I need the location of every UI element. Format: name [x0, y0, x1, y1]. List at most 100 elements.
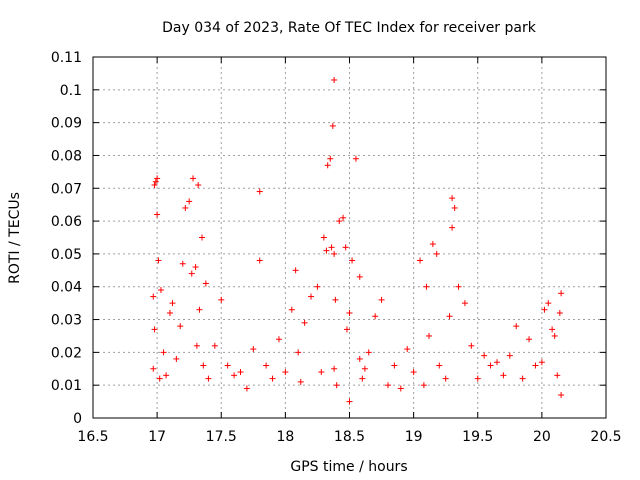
x-axis-title: GPS time / hours	[290, 459, 407, 475]
data-point	[231, 372, 238, 379]
data-point	[346, 398, 353, 405]
data-point	[532, 362, 539, 369]
data-point	[436, 362, 443, 369]
data-point	[318, 369, 325, 376]
data-point	[256, 257, 263, 264]
x-tick-label: 19	[405, 429, 423, 445]
data-point	[324, 162, 331, 169]
data-point	[151, 181, 158, 188]
data-point	[177, 323, 184, 330]
data-point	[282, 369, 289, 376]
data-point	[195, 181, 202, 188]
data-point	[331, 76, 338, 83]
data-point	[275, 336, 282, 343]
data-point	[331, 250, 338, 257]
data-point	[556, 309, 563, 316]
chart-title: Day 034 of 2023, Rate Of TEC Index for r…	[162, 20, 537, 36]
data-point	[190, 175, 197, 182]
data-point	[301, 319, 308, 326]
x-tick-label: 18	[276, 429, 294, 445]
data-point	[391, 362, 398, 369]
y-tick-label: 0.07	[51, 181, 82, 197]
data-point	[397, 385, 404, 392]
data-point	[451, 204, 458, 211]
data-point	[356, 273, 363, 280]
data-point	[155, 257, 162, 264]
data-point	[314, 283, 321, 290]
data-point	[420, 382, 427, 389]
y-tick-label: 0.05	[51, 247, 82, 263]
data-point	[346, 309, 353, 316]
y-tick-label: 0.03	[51, 313, 82, 329]
data-point	[551, 332, 558, 339]
data-point	[263, 362, 270, 369]
data-point	[288, 306, 295, 313]
y-tick-label: 0.04	[51, 280, 82, 296]
data-point	[455, 283, 462, 290]
gridlines	[93, 57, 606, 418]
data-point	[410, 369, 417, 376]
data-point	[186, 198, 193, 205]
data-point	[224, 362, 231, 369]
data-point	[554, 372, 561, 379]
data-point	[356, 355, 363, 362]
data-point	[182, 204, 189, 211]
data-point	[429, 241, 436, 248]
y-tick-labels: 0 0.01 0.02 0.03 0.04 0.05 0.06 0.07 0.08 0.09 0.1…	[51, 50, 82, 427]
y-tick-label: 0.1	[60, 83, 82, 99]
data-point	[336, 218, 343, 225]
data-point	[308, 293, 315, 300]
data-point	[200, 362, 207, 369]
data-point	[150, 293, 157, 300]
data-point	[558, 392, 565, 399]
data-point	[193, 342, 200, 349]
data-point	[202, 280, 209, 287]
data-point	[500, 372, 507, 379]
y-tick-label: 0.01	[51, 378, 82, 394]
data-point	[196, 306, 203, 313]
data-point	[481, 352, 488, 359]
data-point	[150, 365, 157, 372]
data-point	[519, 375, 526, 382]
data-point	[333, 382, 340, 389]
data-point	[243, 385, 250, 392]
data-point	[365, 349, 372, 356]
y-tick-label: 0	[73, 411, 82, 427]
data-point	[461, 300, 468, 307]
data-point	[417, 257, 424, 264]
data-point	[449, 224, 456, 231]
data-point	[384, 382, 391, 389]
data-points	[150, 76, 565, 405]
data-point	[199, 234, 206, 241]
data-point	[331, 365, 338, 372]
data-point	[157, 287, 164, 294]
y-tick-label: 0.09	[51, 116, 82, 132]
data-point	[372, 313, 379, 320]
data-point	[256, 188, 263, 195]
data-point	[352, 155, 359, 162]
data-point	[446, 313, 453, 320]
data-point	[154, 175, 161, 182]
x-tick-label: 16.5	[77, 429, 108, 445]
x-tick-label: 20.5	[590, 429, 621, 445]
data-point	[327, 155, 334, 162]
x-tick-label: 17.5	[206, 429, 237, 445]
data-point	[250, 346, 257, 353]
data-point	[493, 359, 500, 366]
data-point	[205, 375, 212, 382]
data-point	[526, 336, 533, 343]
y-axis-title: ROTI / TECUs	[7, 192, 23, 284]
data-point	[513, 323, 520, 330]
data-point	[538, 359, 545, 366]
data-point	[426, 332, 433, 339]
data-point	[188, 270, 195, 277]
data-point	[192, 264, 199, 271]
data-point	[449, 195, 456, 202]
data-point	[329, 122, 336, 129]
data-point	[545, 300, 552, 307]
data-point	[166, 309, 173, 316]
x-tick-label: 20	[533, 429, 551, 445]
data-point	[237, 369, 244, 376]
x-tick-label: 17	[148, 429, 166, 445]
